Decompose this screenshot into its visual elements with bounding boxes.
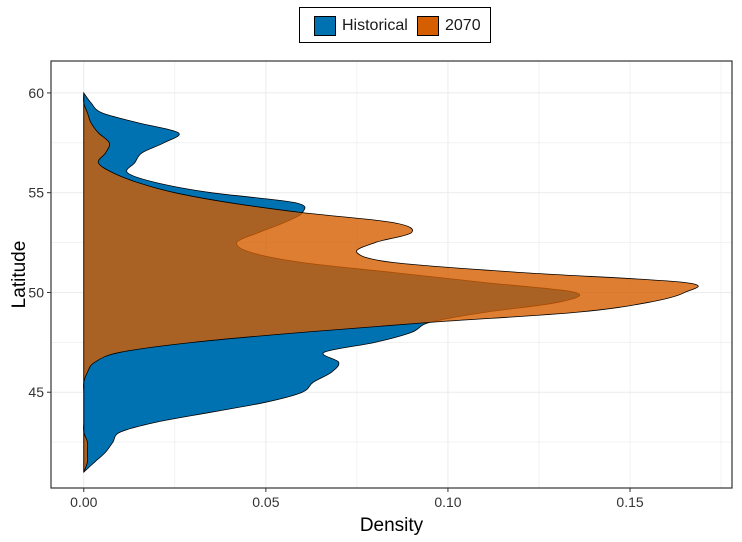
- x-axis-title: Density: [360, 515, 424, 536]
- y-tick-label: 55: [28, 185, 44, 201]
- density-area-2070: [83, 92, 699, 473]
- legend: Historical 2070: [299, 7, 491, 43]
- panel-border: [50, 60, 733, 489]
- legend-swatch-2070: [417, 16, 439, 36]
- density-areas: [83, 91, 699, 473]
- legend-label-2070: 2070: [445, 17, 481, 34]
- legend-swatch-historical: [314, 16, 336, 36]
- x-axis: 0.00 0.05 0.10 0.15: [70, 488, 644, 510]
- y-axis-title: Latitude: [9, 241, 30, 309]
- legend-label-historical: Historical: [342, 17, 408, 34]
- legend-item-historical: Historical: [314, 15, 408, 37]
- x-tick-label: 0.00: [70, 494, 97, 510]
- y-tick-label: 60: [28, 85, 44, 101]
- x-tick-label: 0.05: [252, 494, 279, 510]
- x-tick-label: 0.10: [434, 494, 461, 510]
- y-tick-label: 50: [28, 284, 44, 300]
- x-tick-label: 0.15: [616, 494, 643, 510]
- legend-item-2070: 2070: [417, 15, 481, 37]
- y-axis: 45 50 55 60: [28, 85, 51, 400]
- y-tick-label: 45: [28, 384, 44, 400]
